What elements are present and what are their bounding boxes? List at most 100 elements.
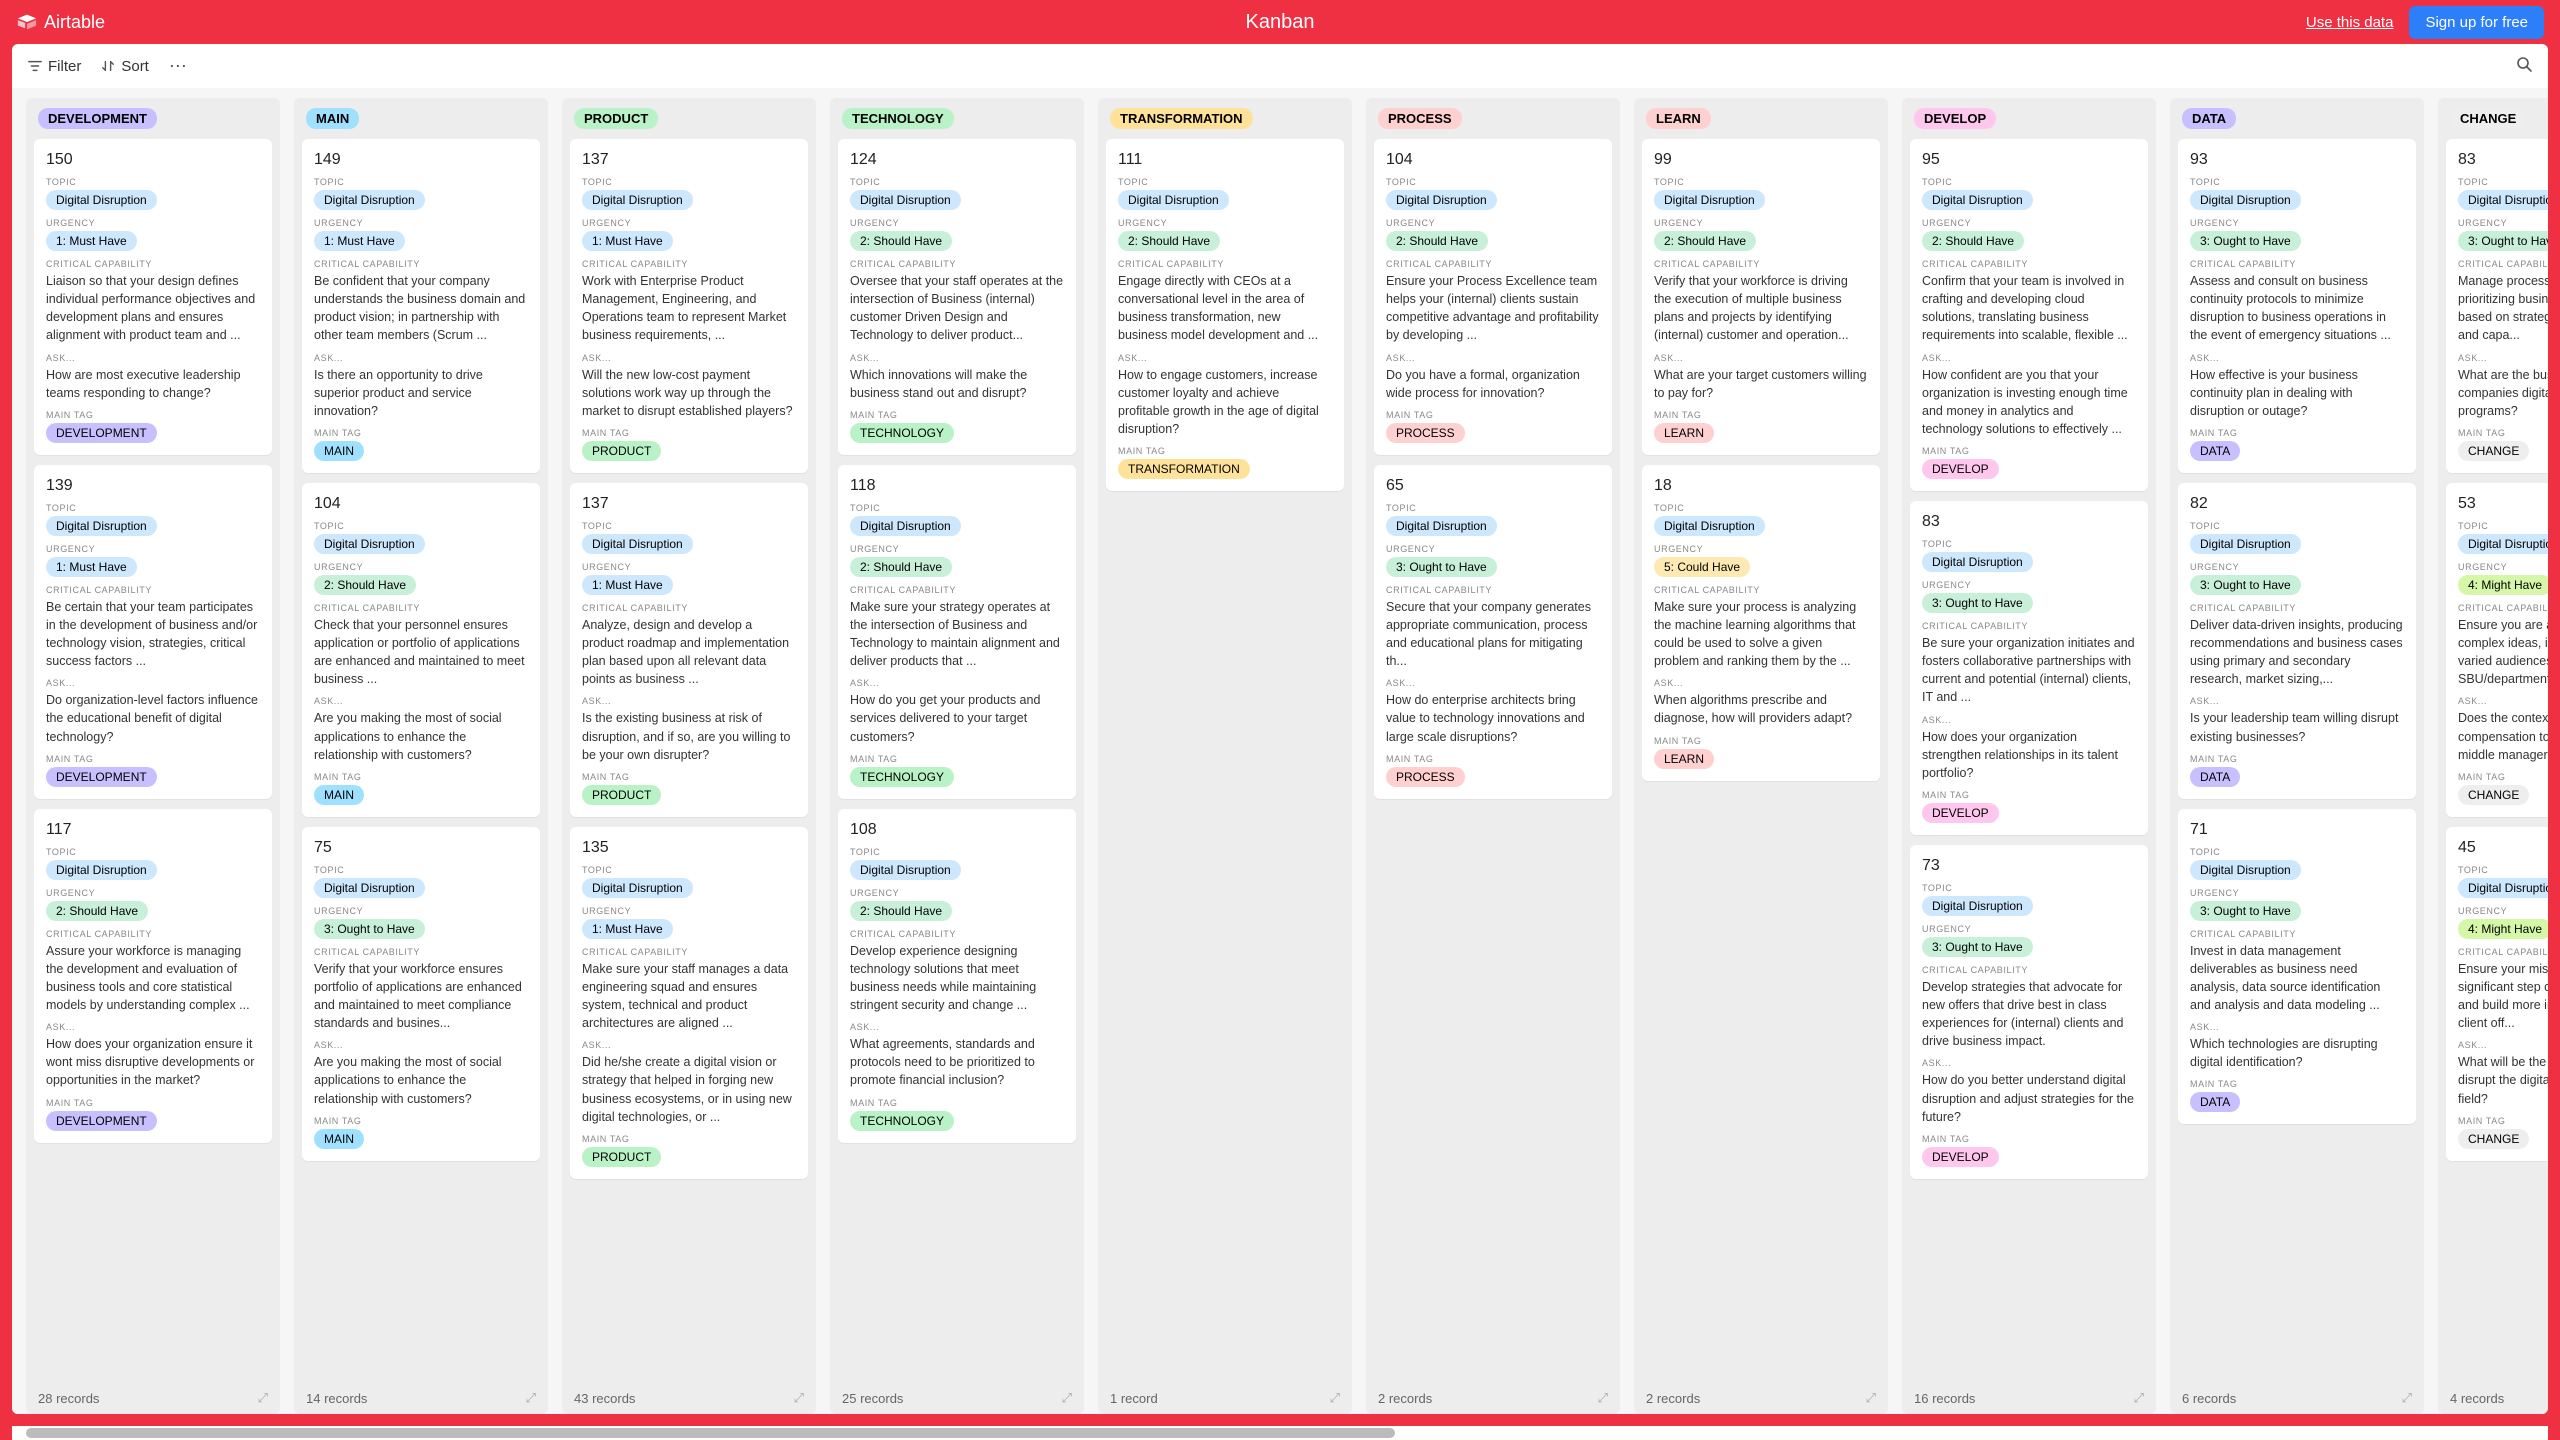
ask-text: Did he/she create a digital vision or st… bbox=[582, 1053, 796, 1126]
card[interactable]: 150 TOPIC Digital Disruption URGENCY 1: … bbox=[34, 139, 272, 455]
card-number: 150 bbox=[46, 151, 260, 169]
ask-text: How are most executive leadership teams … bbox=[46, 366, 260, 402]
logo[interactable]: Airtable bbox=[16, 11, 105, 33]
topic-pill: Digital Disruption bbox=[1922, 552, 2033, 572]
column-body[interactable]: 124 TOPIC Digital Disruption URGENCY 2: … bbox=[830, 139, 1084, 1382]
column-body[interactable]: 150 TOPIC Digital Disruption URGENCY 1: … bbox=[26, 139, 280, 1382]
card[interactable]: 75 TOPIC Digital Disruption URGENCY 3: O… bbox=[302, 827, 540, 1161]
kanban-board[interactable]: DEVELOPMENT 150 TOPIC Digital Disruption… bbox=[12, 88, 2548, 1414]
card-number: 93 bbox=[2190, 151, 2404, 169]
card[interactable]: 82 TOPIC Digital Disruption URGENCY 3: O… bbox=[2178, 483, 2416, 799]
column-tag: DATA bbox=[2182, 108, 2236, 129]
field-label-urgency: URGENCY bbox=[1118, 218, 1332, 228]
record-count: 43 records bbox=[574, 1391, 635, 1406]
field-label-maintag: MAIN TAG bbox=[1654, 736, 1868, 746]
maintag-pill: PRODUCT bbox=[582, 1147, 661, 1167]
field-label-capability: CRITICAL CAPABILITY bbox=[46, 259, 260, 269]
field-label-topic: TOPIC bbox=[2190, 177, 2404, 187]
expand-icon[interactable]: ⤢ bbox=[2402, 1390, 2412, 1406]
column-body[interactable]: 83 TOPIC Digital Disruption URGENCY 3: O… bbox=[2438, 139, 2548, 1382]
search-button[interactable] bbox=[2516, 56, 2532, 77]
column-body[interactable]: 99 TOPIC Digital Disruption URGENCY 2: S… bbox=[1634, 139, 1888, 1382]
card[interactable]: 71 TOPIC Digital Disruption URGENCY 3: O… bbox=[2178, 809, 2416, 1125]
maintag-pill: TECHNOLOGY bbox=[850, 1111, 954, 1131]
column-body[interactable]: 104 TOPIC Digital Disruption URGENCY 2: … bbox=[1366, 139, 1620, 1382]
urgency-pill: 1: Must Have bbox=[314, 231, 405, 251]
maintag-pill: TECHNOLOGY bbox=[850, 423, 954, 443]
maintag-pill: DATA bbox=[2190, 767, 2240, 787]
expand-icon[interactable]: ⤢ bbox=[2134, 1390, 2144, 1406]
maintag-pill: CHANGE bbox=[2458, 441, 2529, 461]
expand-icon[interactable]: ⤢ bbox=[258, 1390, 268, 1406]
filter-button[interactable]: Filter bbox=[28, 58, 81, 75]
card[interactable]: 65 TOPIC Digital Disruption URGENCY 3: O… bbox=[1374, 465, 1612, 799]
capability-text: Deliver data-driven insights, producing … bbox=[2190, 616, 2404, 689]
card[interactable]: 99 TOPIC Digital Disruption URGENCY 2: S… bbox=[1642, 139, 1880, 455]
field-label-urgency: URGENCY bbox=[1922, 580, 2136, 590]
signup-button[interactable]: Sign up for free bbox=[2409, 6, 2544, 39]
capability-text: Make sure your strategy operates at the … bbox=[850, 598, 1064, 671]
card[interactable]: 149 TOPIC Digital Disruption URGENCY 1: … bbox=[302, 139, 540, 473]
expand-icon[interactable]: ⤢ bbox=[1598, 1390, 1608, 1406]
card[interactable]: 137 TOPIC Digital Disruption URGENCY 1: … bbox=[570, 483, 808, 817]
capability-text: Work with Enterprise Product Management,… bbox=[582, 272, 796, 345]
record-count: 25 records bbox=[842, 1391, 903, 1406]
card[interactable]: 73 TOPIC Digital Disruption URGENCY 3: O… bbox=[1910, 845, 2148, 1179]
toolbar: Filter Sort ⋯ bbox=[12, 44, 2548, 88]
card[interactable]: 117 TOPIC Digital Disruption URGENCY 2: … bbox=[34, 809, 272, 1143]
card-number: 73 bbox=[1922, 857, 2136, 875]
column-body[interactable]: 149 TOPIC Digital Disruption URGENCY 1: … bbox=[294, 139, 548, 1382]
card[interactable]: 139 TOPIC Digital Disruption URGENCY 1: … bbox=[34, 465, 272, 799]
card[interactable]: 95 TOPIC Digital Disruption URGENCY 2: S… bbox=[1910, 139, 2148, 491]
column-footer: 2 records ⤢ bbox=[1366, 1382, 1620, 1414]
topic-pill: Digital Disruption bbox=[582, 190, 693, 210]
column-body[interactable]: 137 TOPIC Digital Disruption URGENCY 1: … bbox=[562, 139, 816, 1382]
record-count: 4 records bbox=[2450, 1391, 2504, 1406]
use-data-link[interactable]: Use this data bbox=[2306, 14, 2394, 31]
card[interactable]: 45 TOPIC Digital Disruption URGENCY 4: M… bbox=[2446, 827, 2548, 1161]
card[interactable]: 124 TOPIC Digital Disruption URGENCY 2: … bbox=[838, 139, 1076, 455]
hscroll-track[interactable] bbox=[12, 1426, 2548, 1440]
sort-button[interactable]: Sort bbox=[101, 58, 149, 75]
card[interactable]: 118 TOPIC Digital Disruption URGENCY 2: … bbox=[838, 465, 1076, 799]
expand-icon[interactable]: ⤢ bbox=[1062, 1390, 1072, 1406]
card[interactable]: 18 TOPIC Digital Disruption URGENCY 5: C… bbox=[1642, 465, 1880, 781]
expand-icon[interactable]: ⤢ bbox=[1330, 1390, 1340, 1406]
card[interactable]: 53 TOPIC Digital Disruption URGENCY 4: M… bbox=[2446, 483, 2548, 817]
maintag-pill: PRODUCT bbox=[582, 785, 661, 805]
field-label-capability: CRITICAL CAPABILITY bbox=[582, 603, 796, 613]
field-label-capability: CRITICAL CAPABILITY bbox=[1922, 259, 2136, 269]
card[interactable]: 83 TOPIC Digital Disruption URGENCY 3: O… bbox=[1910, 501, 2148, 835]
card[interactable]: 93 TOPIC Digital Disruption URGENCY 3: O… bbox=[2178, 139, 2416, 473]
urgency-pill: 1: Must Have bbox=[582, 231, 673, 251]
card[interactable]: 108 TOPIC Digital Disruption URGENCY 2: … bbox=[838, 809, 1076, 1143]
card[interactable]: 104 TOPIC Digital Disruption URGENCY 2: … bbox=[302, 483, 540, 817]
field-label-urgency: URGENCY bbox=[1922, 924, 2136, 934]
card[interactable]: 83 TOPIC Digital Disruption URGENCY 3: O… bbox=[2446, 139, 2548, 473]
column-data: DATA 93 TOPIC Digital Disruption URGENCY… bbox=[2170, 98, 2424, 1414]
expand-icon[interactable]: ⤢ bbox=[794, 1390, 804, 1406]
maintag-pill: TECHNOLOGY bbox=[850, 767, 954, 787]
field-label-maintag: MAIN TAG bbox=[850, 410, 1064, 420]
column-footer: 25 records ⤢ bbox=[830, 1382, 1084, 1414]
topic-pill: Digital Disruption bbox=[1118, 190, 1229, 210]
card-number: 117 bbox=[46, 821, 260, 839]
card[interactable]: 137 TOPIC Digital Disruption URGENCY 1: … bbox=[570, 139, 808, 473]
field-label-capability: CRITICAL CAPABILITY bbox=[850, 585, 1064, 595]
more-button[interactable]: ⋯ bbox=[169, 56, 187, 77]
urgency-pill: 2: Should Have bbox=[850, 231, 952, 251]
expand-icon[interactable]: ⤢ bbox=[526, 1390, 536, 1406]
card[interactable]: 111 TOPIC Digital Disruption URGENCY 2: … bbox=[1106, 139, 1344, 491]
column-body[interactable]: 95 TOPIC Digital Disruption URGENCY 2: S… bbox=[1902, 139, 2156, 1382]
field-label-maintag: MAIN TAG bbox=[1922, 446, 2136, 456]
hscroll-thumb[interactable] bbox=[26, 1428, 1395, 1438]
card-number: 99 bbox=[1654, 151, 1868, 169]
expand-icon[interactable]: ⤢ bbox=[1866, 1390, 1876, 1406]
column-body[interactable]: 93 TOPIC Digital Disruption URGENCY 3: O… bbox=[2170, 139, 2424, 1382]
card[interactable]: 135 TOPIC Digital Disruption URGENCY 1: … bbox=[570, 827, 808, 1179]
field-label-capability: CRITICAL CAPABILITY bbox=[850, 929, 1064, 939]
field-label-capability: CRITICAL CAPABILITY bbox=[314, 259, 528, 269]
column-body[interactable]: 111 TOPIC Digital Disruption URGENCY 2: … bbox=[1098, 139, 1352, 1382]
card[interactable]: 104 TOPIC Digital Disruption URGENCY 2: … bbox=[1374, 139, 1612, 455]
field-label-capability: CRITICAL CAPABILITY bbox=[2190, 929, 2404, 939]
